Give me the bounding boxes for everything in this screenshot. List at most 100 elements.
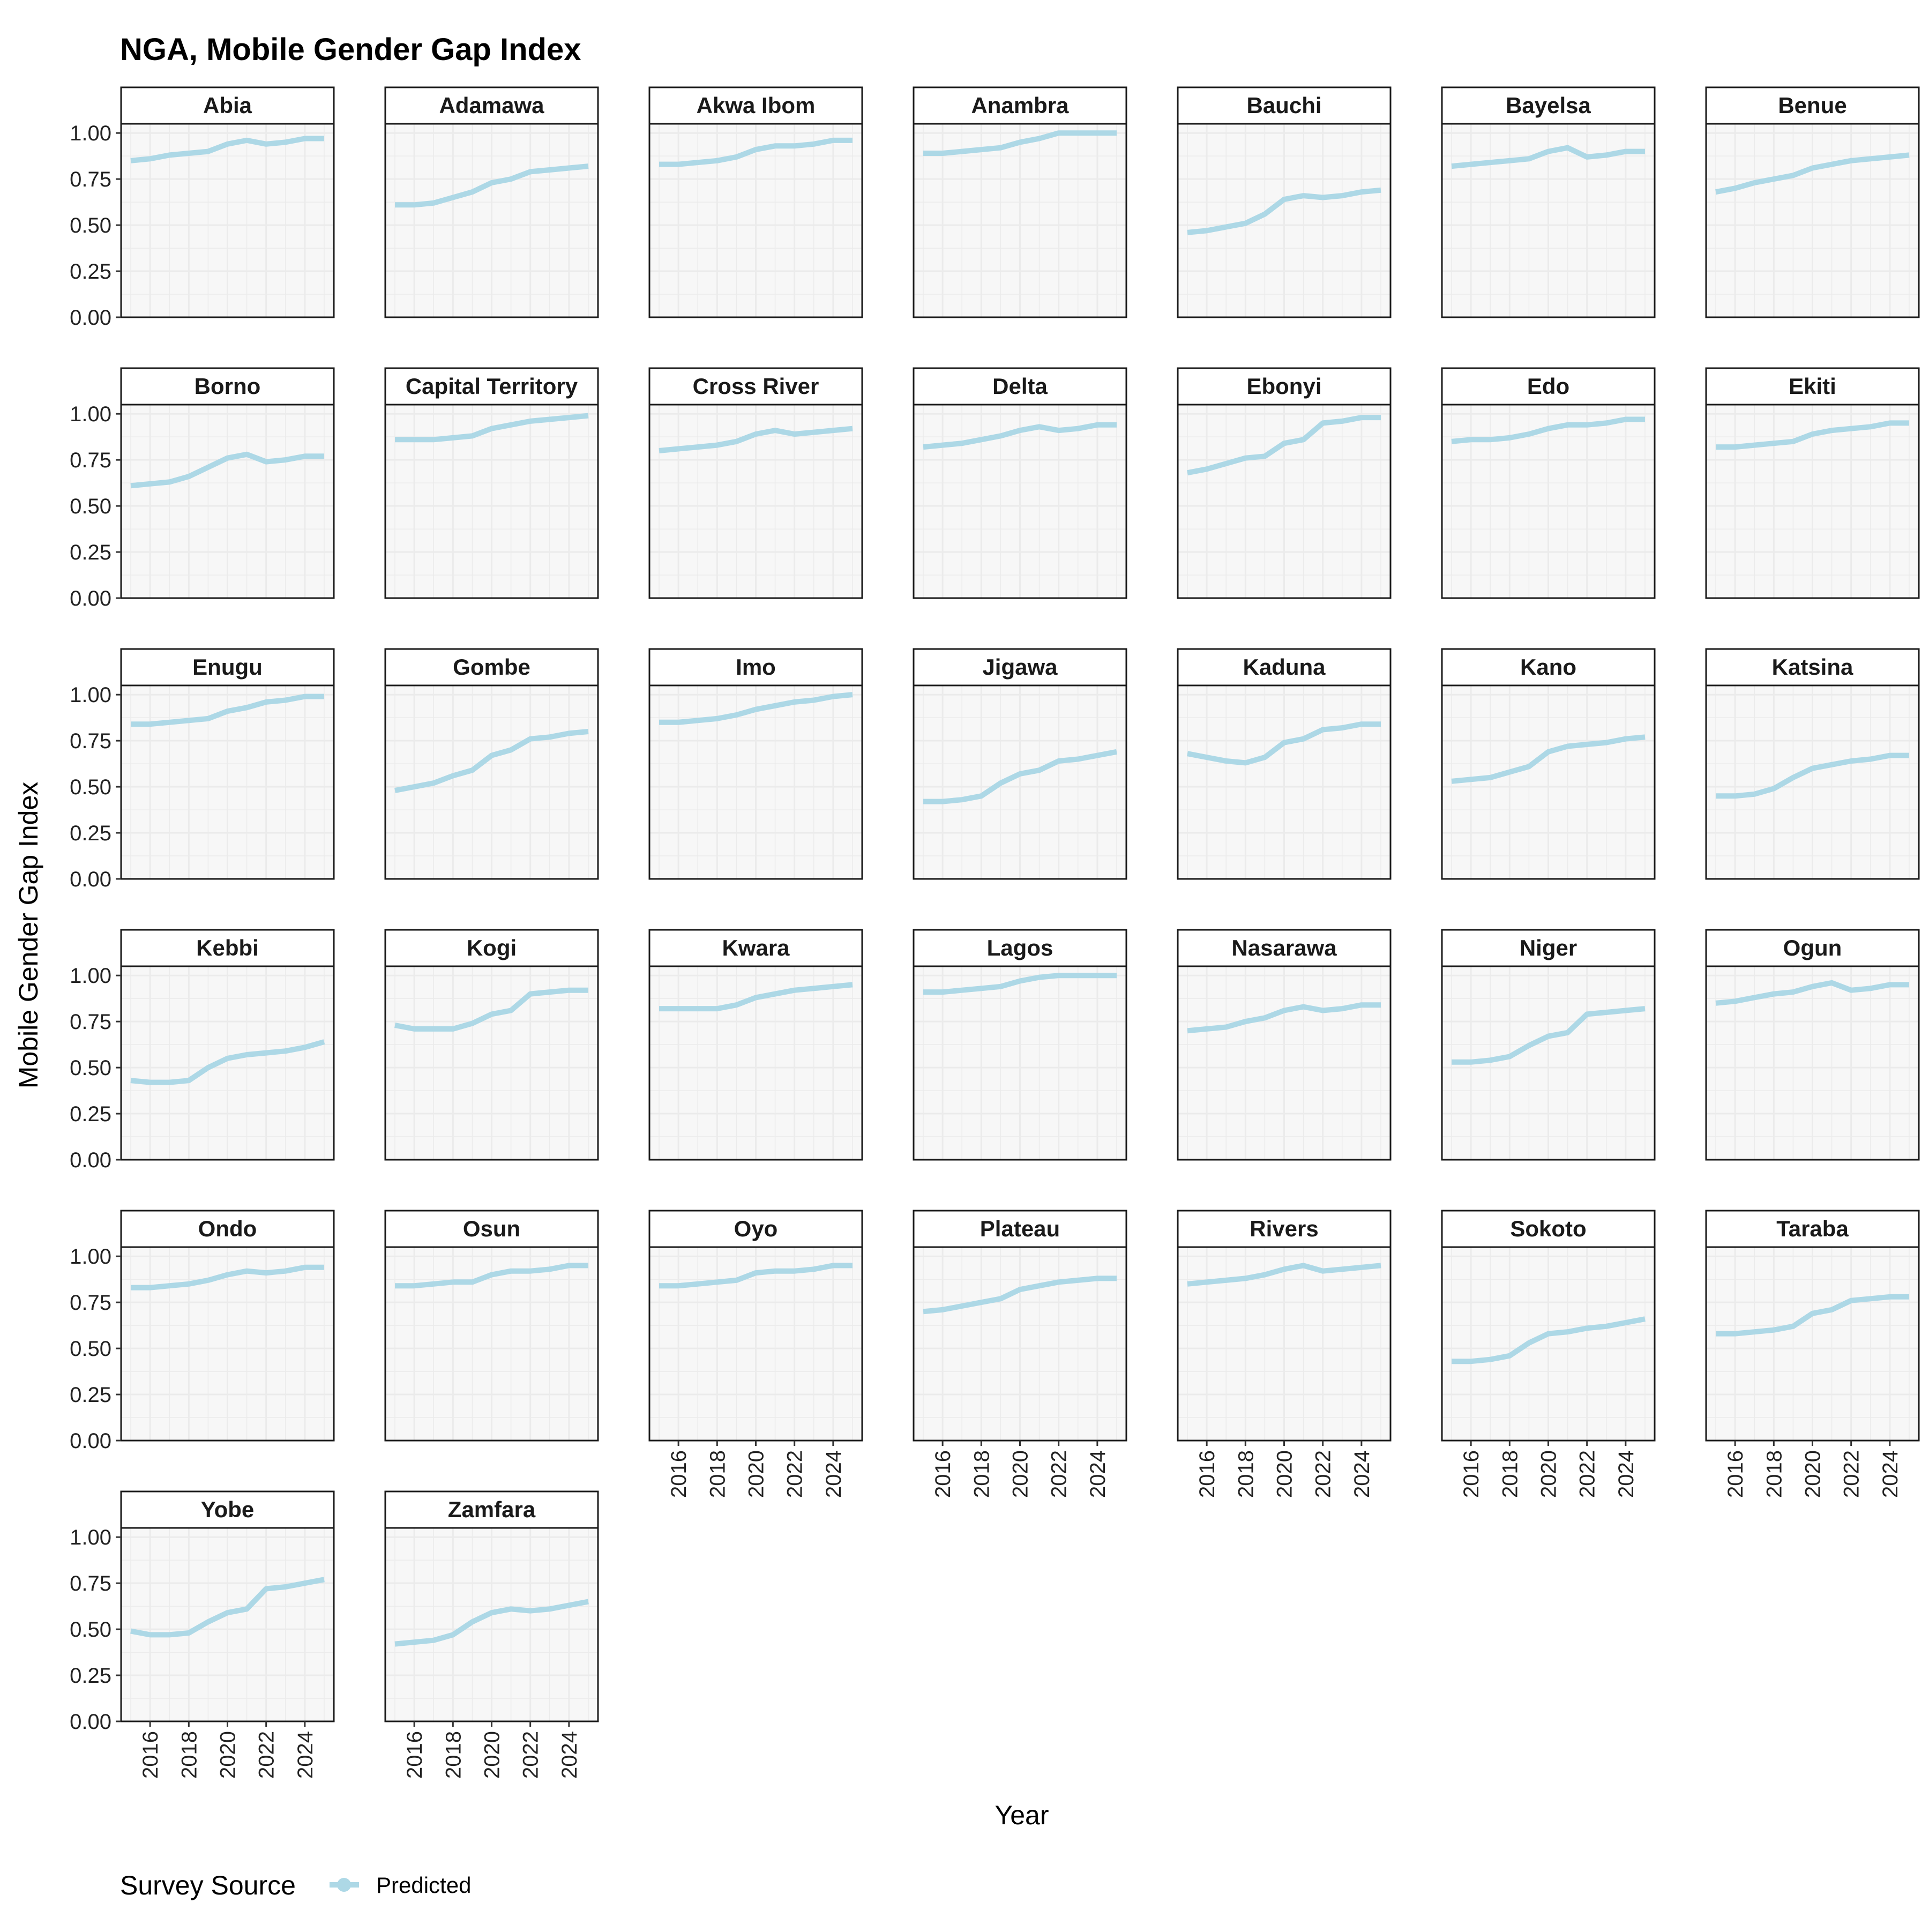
- y-tick-label: 0.50: [70, 1056, 111, 1080]
- strip-bauchi: [1177, 86, 1392, 125]
- legend-key-predicted: [330, 1878, 359, 1892]
- strip-label-nasarawa: Nasarawa: [1231, 935, 1337, 960]
- panel-ebonyi: Ebonyi: [1177, 367, 1392, 599]
- strip-kano: [1441, 648, 1656, 687]
- panel-bauchi: Bauchi: [1177, 86, 1392, 318]
- strip-label-akwa-ibom: Akwa Ibom: [697, 93, 816, 118]
- strip-label-imo: Imo: [736, 654, 776, 680]
- panel-edo: Edo: [1441, 367, 1656, 599]
- y-tick-label: 0.50: [70, 1337, 111, 1361]
- grid: [121, 966, 334, 1161]
- legend-key-point: [337, 1878, 351, 1892]
- series-line-borno: [130, 451, 324, 489]
- strip-label-anambra: Anambra: [971, 93, 1069, 118]
- panel-osun: Osun: [384, 1210, 599, 1442]
- grid: [121, 124, 334, 318]
- panel-akwa-ibom: Akwa Ibom: [648, 86, 863, 318]
- y-tick-label: 0.25: [70, 1664, 111, 1688]
- strip-label-kano: Kano: [1520, 654, 1576, 680]
- grid: [1706, 685, 1919, 880]
- strip-ondo: [120, 1210, 335, 1248]
- x-tick-label: 2016: [1195, 1450, 1219, 1498]
- panel-ekiti: Ekiti: [1705, 367, 1920, 599]
- series-line-yobe: [130, 1577, 325, 1638]
- strip-label-cross-river: Cross River: [693, 374, 819, 399]
- strip-capital-territory: [384, 367, 599, 406]
- series-line-benue: [1715, 152, 1910, 195]
- panel-kaduna: Kaduna: [1177, 648, 1392, 880]
- panel-border: [1705, 404, 1920, 599]
- x-axis-title: Year: [995, 1800, 1049, 1830]
- strip-akwa-ibom: [648, 86, 863, 125]
- strip-enugu: [120, 648, 335, 687]
- panel-plateau: Plateau 2016 2018 2020 2022 2024: [913, 1210, 1127, 1498]
- strip-bayelsa: [1441, 86, 1656, 125]
- strip-osun: [384, 1210, 599, 1248]
- y-tick-label: 0.75: [70, 1572, 111, 1595]
- series-line-kwara: [659, 982, 853, 1012]
- x-tick-label: 2022: [783, 1450, 807, 1498]
- panel-border: [1705, 965, 1920, 1161]
- strip-label-taraba: Taraba: [1776, 1216, 1849, 1241]
- panel-border: [648, 123, 863, 318]
- grid: [914, 685, 1126, 880]
- strip-plateau: [913, 1210, 1127, 1248]
- y-tick-label: 1.00: [70, 122, 111, 145]
- strip-label-ekiti: Ekiti: [1789, 374, 1836, 399]
- panel-border: [1441, 965, 1656, 1161]
- strip-lagos: [913, 929, 1127, 967]
- panel-border: [1441, 404, 1656, 599]
- series-line-abia: [130, 136, 324, 163]
- y-tick-label: 1.00: [70, 964, 111, 988]
- grid: [1706, 1247, 1919, 1442]
- panel-abia: Abia 0.00 0.25 0.50 0.75 1.00: [70, 86, 335, 330]
- strip-label-lagos: Lagos: [987, 935, 1053, 960]
- grid: [385, 124, 598, 318]
- x-tick-label: 2022: [1576, 1450, 1599, 1498]
- series-line-kaduna: [1187, 721, 1381, 766]
- x-tick-label: 2016: [1724, 1450, 1747, 1498]
- y-tick-label: 0.75: [70, 729, 111, 753]
- x-tick-label: 2022: [255, 1731, 279, 1779]
- panel-border: [913, 404, 1127, 599]
- y-tick-label: 0.00: [70, 868, 111, 891]
- chart-title: NGA, Mobile Gender Gap Index: [120, 32, 581, 67]
- series-line-katsina: [1716, 752, 1909, 799]
- strip-label-bayelsa: Bayelsa: [1506, 93, 1591, 118]
- strip-ekiti: [1705, 367, 1920, 406]
- grid: [1442, 685, 1655, 880]
- strip-edo: [1441, 367, 1656, 406]
- legend-label-predicted: Predicted: [376, 1873, 471, 1898]
- x-tick-label: 2024: [1086, 1450, 1110, 1498]
- grid: [385, 405, 598, 599]
- grid: [649, 966, 862, 1161]
- x-tick-label: 2020: [1537, 1450, 1561, 1498]
- x-tick-label: 2024: [1350, 1450, 1374, 1498]
- panel-borno: Borno 0.00 0.25 0.50 0.75 1.00: [70, 367, 335, 610]
- x-tick-label: 2020: [1009, 1450, 1033, 1498]
- strip-label-kebbi: Kebbi: [196, 935, 259, 960]
- panel-niger: Niger: [1441, 929, 1656, 1161]
- y-axis-title: Mobile Gender Gap Index: [13, 782, 43, 1089]
- y-tick-label: 0.25: [70, 260, 111, 284]
- y-tick-label: 1.00: [70, 1526, 111, 1549]
- panel-yobe: Yobe 0.00 0.25 0.50 0.75 1.00 2016 2018 2020 2022…: [70, 1490, 335, 1779]
- x-tick-label: 2022: [519, 1731, 543, 1779]
- x-tick-label: 2018: [1762, 1450, 1786, 1498]
- series-line-jigawa: [923, 749, 1117, 804]
- y-tick-label: 0.00: [70, 1710, 111, 1734]
- strip-label-capital-territory: Capital Territory: [406, 374, 578, 399]
- x-tick-label: 2018: [1234, 1450, 1258, 1498]
- x-tick-label: 2018: [706, 1450, 729, 1498]
- strip-jigawa: [913, 648, 1127, 687]
- x-tick-label: 2022: [1840, 1450, 1864, 1498]
- strip-label-kwara: Kwara: [722, 935, 790, 960]
- panel-border: [1177, 965, 1392, 1161]
- panel-border: [1441, 684, 1656, 880]
- panel-border: [384, 123, 599, 318]
- panel-enugu: Enugu 0.00 0.25 0.50 0.75 1.00: [70, 648, 335, 891]
- y-tick-label: 0.50: [70, 495, 111, 518]
- x-tick-label: 2016: [931, 1450, 955, 1498]
- strip-label-sokoto: Sokoto: [1510, 1216, 1586, 1241]
- strip-zamfara: [384, 1490, 599, 1529]
